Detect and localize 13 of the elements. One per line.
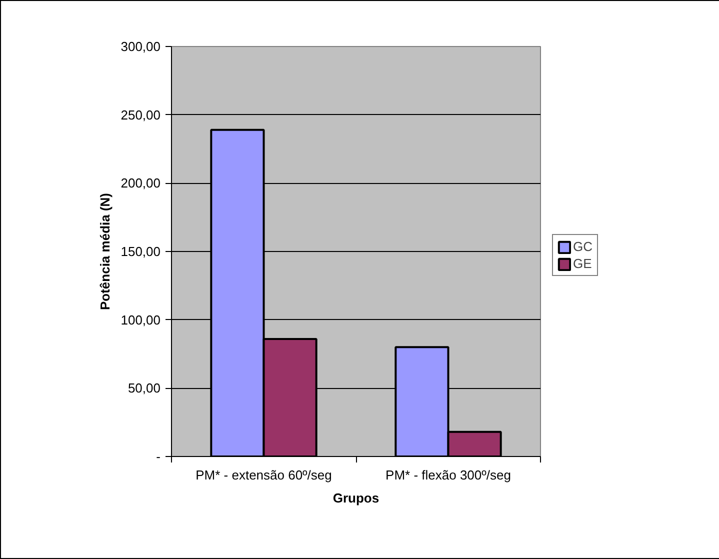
y-tick-label: - [156,449,161,464]
y-tick-label: 150,00 [120,244,161,259]
y-tick-label: 100,00 [120,312,161,328]
y-tick-label: 250,00 [120,107,161,122]
y-tick-label: 200,00 [120,176,161,191]
x-tick-label: PM* - flexão 300º/seg [386,468,511,482]
x-tick-label: PM* - extensão 60º/seg [196,468,332,482]
legend-label: GE [573,256,593,271]
x-axis-title: Grupos [332,490,380,506]
y-tick-label: 300,00 [120,39,161,54]
legend-label: GC [573,239,593,254]
y-tick-label: 50,00 [128,380,161,396]
y-axis-title: Potência média (N) [98,192,113,310]
